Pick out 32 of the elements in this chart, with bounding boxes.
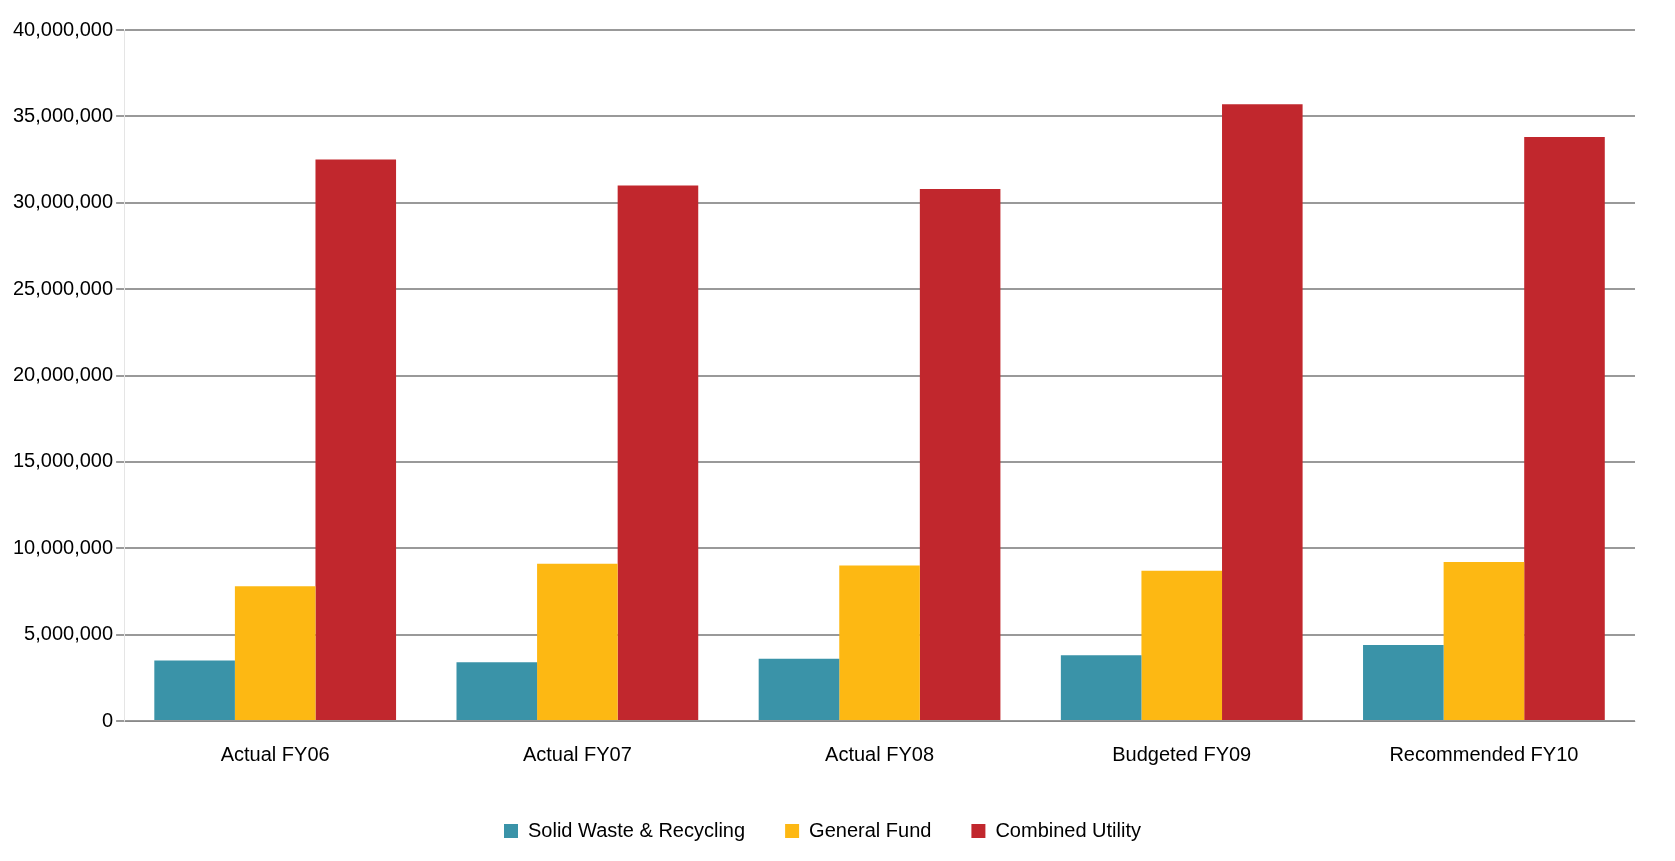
bar [758,658,840,720]
bar [1524,137,1605,720]
y-tick-label: 10,000,000 [12,535,114,558]
bar [839,565,920,720]
y-tick-label: 35,000,000 [12,103,114,126]
y-tick-label: 5,000,000 [24,622,114,645]
bar [1443,562,1525,720]
legend-label: Solid Waste & Recycling [527,818,746,841]
legend-label: Combined Utility [995,818,1142,841]
legend-label: General Fund [809,818,932,841]
y-tick-label: 40,000,000 [12,17,114,40]
x-tick-label: Actual FY08 [825,742,935,765]
y-tick-label: 25,000,000 [12,276,114,299]
y-tick-label: 30,000,000 [12,190,114,213]
y-tick-label: 15,000,000 [12,449,114,472]
bar [537,563,618,720]
x-tick-label: Budgeted FY09 [1112,742,1252,765]
bar [1222,104,1303,720]
bar [315,159,397,720]
bar [1060,655,1142,720]
bar [617,185,699,720]
y-tick-label: 20,000,000 [12,363,114,386]
x-tick-label: Recommended FY10 [1389,742,1579,765]
bar [456,662,538,720]
bar [154,660,235,720]
y-tick-label: 0 [101,708,114,731]
bar [234,586,316,720]
bar [1141,570,1223,720]
bar [919,188,1001,720]
bar [1363,644,1444,720]
x-tick-label: Actual FY06 [220,742,330,765]
x-tick-label: Actual FY07 [522,742,632,765]
